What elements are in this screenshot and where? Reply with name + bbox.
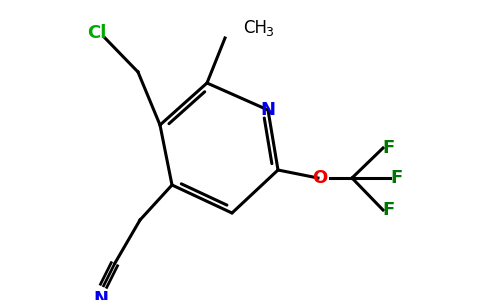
Text: O: O (312, 169, 328, 187)
Text: F: F (383, 139, 395, 157)
Text: N: N (260, 101, 275, 119)
Text: F: F (383, 201, 395, 219)
Text: 3: 3 (265, 26, 273, 38)
Text: N: N (93, 290, 108, 300)
Text: Cl: Cl (87, 24, 106, 42)
Text: F: F (390, 169, 402, 187)
Text: CH: CH (243, 19, 267, 37)
